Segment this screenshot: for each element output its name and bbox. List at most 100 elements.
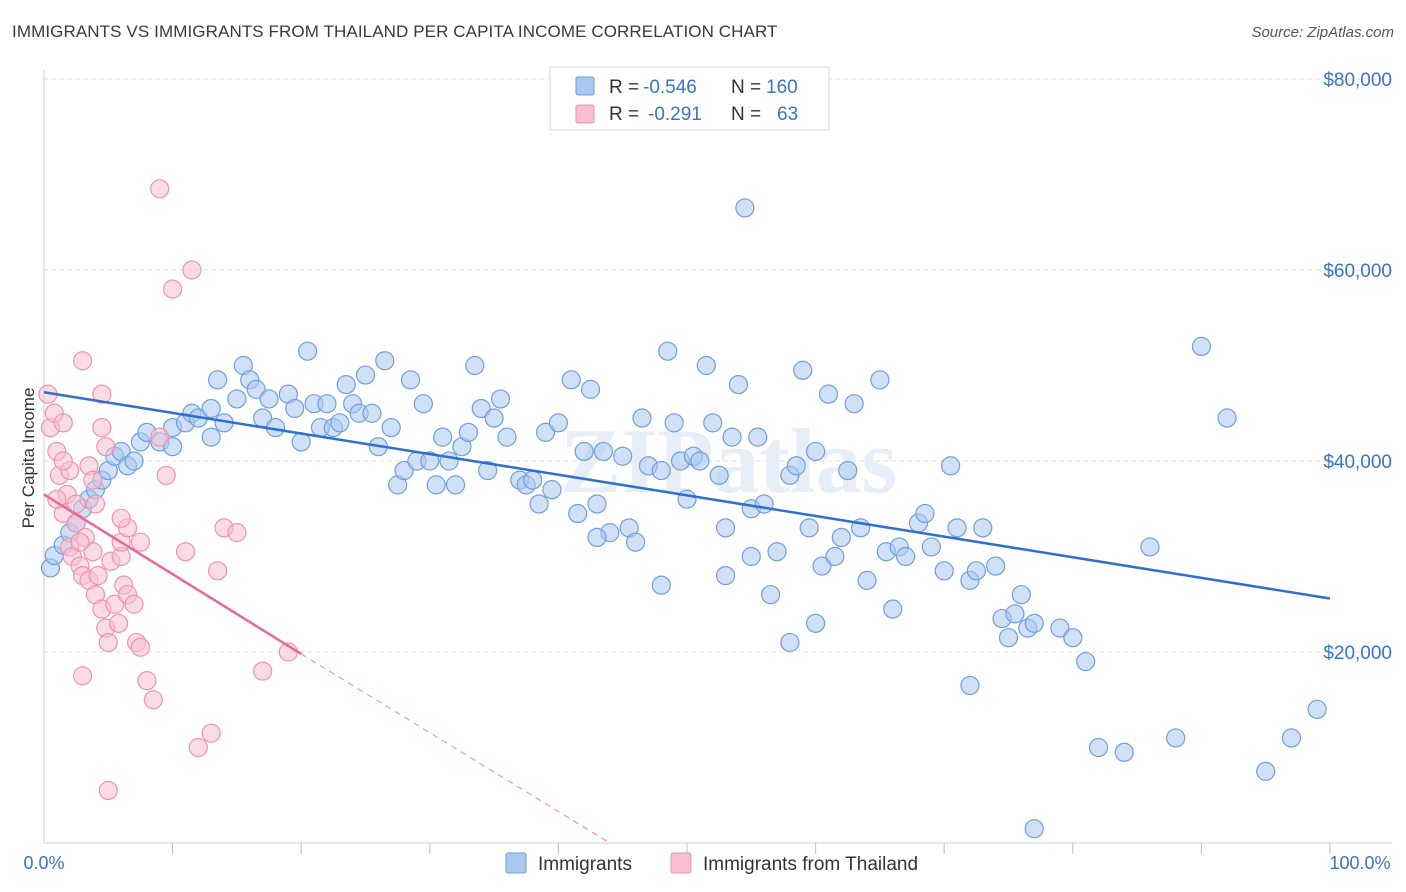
- point-immigrants: [568, 503, 588, 524]
- point-immigrants: [632, 408, 652, 428]
- point-immigrants: [574, 441, 594, 462]
- point-immigrants: [677, 489, 697, 509]
- point-immigrants: [941, 456, 961, 476]
- point-thailand: [70, 532, 90, 552]
- trend-extension-thailand: [300, 653, 611, 844]
- y-tick-label: $40,000: [1323, 452, 1392, 473]
- legend-swatch-immigrants: [575, 76, 595, 96]
- legend-n-label-1: N =: [731, 77, 761, 98]
- point-immigrants: [1050, 618, 1070, 638]
- point-immigrants: [973, 518, 993, 538]
- point-immigrants: [812, 556, 832, 576]
- point-immigrants: [490, 389, 511, 409]
- point-thailand: [92, 417, 112, 438]
- point-immigrants: [587, 494, 607, 514]
- point-immigrants: [381, 417, 401, 438]
- point-immigrants: [805, 613, 826, 633]
- point-immigrants: [587, 527, 607, 548]
- point-immigrants: [748, 427, 768, 447]
- point-immigrants: [1140, 537, 1160, 557]
- point-immigrants: [728, 375, 749, 395]
- point-immigrants: [465, 355, 485, 376]
- point-immigrants: [934, 561, 954, 581]
- trend-line-immigrants: [43, 391, 1331, 600]
- point-immigrants: [1076, 651, 1096, 672]
- legend-r-label-2: R =: [609, 104, 639, 125]
- point-thailand: [227, 523, 247, 543]
- point-thailand: [137, 671, 157, 691]
- point-immigrants: [921, 537, 941, 557]
- point-immigrants: [285, 398, 305, 419]
- point-immigrants: [896, 546, 916, 567]
- point-thailand: [208, 561, 228, 581]
- point-thailand: [124, 594, 144, 614]
- point-immigrants: [793, 360, 813, 380]
- legend-n-label-2: N =: [731, 104, 761, 125]
- point-immigrants: [201, 398, 221, 419]
- point-immigrants: [709, 465, 729, 485]
- point-thailand: [98, 780, 118, 801]
- bottom-legend-swatch-thailand: [670, 852, 692, 874]
- point-immigrants: [445, 475, 466, 495]
- legend-n-value-1: 160: [766, 77, 798, 98]
- point-immigrants: [658, 341, 678, 361]
- point-immigrants: [426, 475, 446, 495]
- point-immigrants: [715, 518, 736, 538]
- point-immigrants: [883, 599, 903, 619]
- x-tick-label-min: 0.0%: [23, 853, 64, 873]
- point-immigrants: [548, 413, 569, 433]
- point-immigrants: [613, 446, 633, 466]
- legend-bottom: Immigrants Immigrants from Thailand: [505, 852, 918, 875]
- data-points: [38, 179, 1327, 839]
- point-immigrants: [542, 480, 562, 500]
- point-thailand: [72, 666, 93, 686]
- point-immigrants: [1307, 699, 1327, 719]
- point-immigrants: [690, 451, 710, 471]
- point-immigrants: [818, 384, 839, 404]
- point-immigrants: [362, 403, 382, 423]
- point-immigrants: [1024, 613, 1044, 633]
- point-thailand: [156, 465, 176, 485]
- legend-r-label-1: R =: [609, 77, 639, 98]
- point-thailand: [96, 437, 116, 457]
- point-immigrants: [780, 632, 800, 653]
- point-immigrants: [998, 628, 1019, 648]
- point-thailand: [53, 413, 73, 433]
- point-immigrants: [478, 460, 498, 481]
- point-thailand: [83, 470, 103, 490]
- point-immigrants: [960, 675, 980, 696]
- point-thailand: [108, 613, 129, 633]
- point-thailand: [47, 489, 67, 509]
- point-immigrants: [857, 570, 877, 590]
- point-thailand: [150, 427, 170, 447]
- point-immigrants: [735, 198, 755, 218]
- point-immigrants: [1191, 336, 1212, 356]
- point-immigrants: [1005, 604, 1025, 624]
- point-immigrants: [1114, 742, 1134, 762]
- point-immigrants: [394, 460, 414, 481]
- point-thailand: [182, 260, 202, 280]
- point-thailand: [72, 351, 93, 371]
- point-immigrants: [317, 394, 337, 414]
- point-immigrants: [330, 413, 350, 433]
- point-immigrants: [561, 370, 581, 390]
- gridlines: [44, 78, 1392, 653]
- x-axis-ticks: [172, 843, 1331, 854]
- point-immigrants: [1024, 819, 1044, 839]
- point-immigrants: [439, 451, 459, 471]
- point-immigrants: [1217, 408, 1237, 428]
- point-immigrants: [966, 561, 986, 581]
- point-immigrants: [844, 394, 864, 414]
- point-immigrants: [664, 413, 684, 433]
- point-immigrants: [355, 365, 376, 385]
- point-thailand: [98, 632, 118, 653]
- point-immigrants: [651, 575, 671, 595]
- point-thailand: [53, 451, 73, 471]
- point-immigrants: [420, 451, 440, 471]
- point-immigrants: [259, 389, 279, 409]
- point-immigrants: [1088, 737, 1109, 758]
- point-thailand: [92, 384, 112, 404]
- point-immigrants: [870, 370, 890, 390]
- point-immigrants: [915, 503, 935, 524]
- point-immigrants: [760, 585, 781, 605]
